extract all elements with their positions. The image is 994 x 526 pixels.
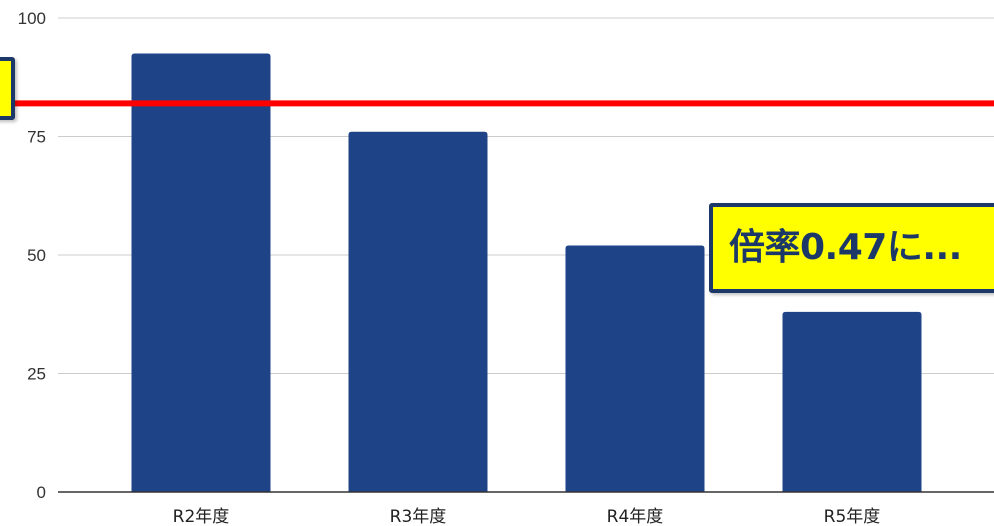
x-axis-labels: R2年度 R3年度 R4年度 R5年度: [173, 507, 881, 526]
y-axis-ticks: 0 25 50 75 100: [18, 9, 46, 502]
bar-2: [348, 131, 488, 492]
x-category-label: R4年度: [607, 507, 664, 526]
x-category-label: R5年度: [824, 507, 881, 526]
y-tick-label: 25: [27, 365, 46, 384]
y-tick-label: 75: [27, 128, 46, 147]
x-category-label: R3年度: [390, 507, 447, 526]
y-tick-label: 0: [37, 483, 46, 502]
bar-4: [782, 311, 922, 492]
bar-1: [131, 53, 271, 493]
x-category-label: R2年度: [173, 507, 230, 526]
right-callout-box: 倍率0.47に...: [709, 203, 994, 293]
y-tick-label: 50: [27, 246, 46, 265]
bar-3: [565, 245, 705, 492]
left-callout-box: [0, 57, 15, 120]
y-tick-label: 100: [18, 9, 46, 28]
right-callout-text: 倍率0.47に...: [729, 227, 962, 268]
bars: [131, 53, 922, 493]
